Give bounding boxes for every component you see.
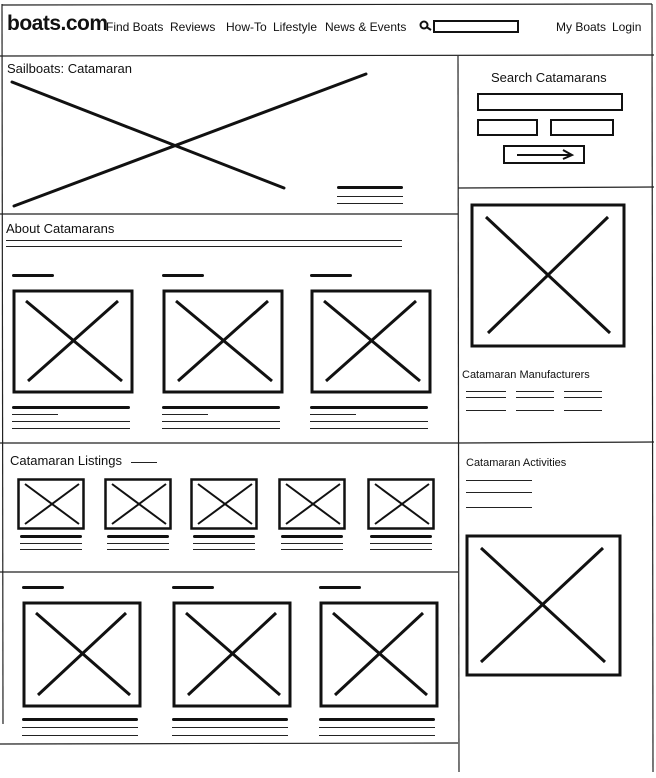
about-card-caption-line bbox=[310, 414, 356, 415]
feature-card-caption-line bbox=[22, 727, 138, 728]
about-title: About Catamarans bbox=[6, 221, 115, 236]
feature-card-caption-line bbox=[319, 735, 435, 736]
listing-thumb-placeholder[interactable] bbox=[104, 478, 172, 530]
listing-caption-line bbox=[281, 549, 343, 550]
listing-caption-line bbox=[20, 549, 82, 550]
feature-card-title-bar bbox=[172, 586, 214, 589]
about-card-caption-line bbox=[310, 428, 428, 429]
manufacturer-link[interactable] bbox=[466, 397, 506, 398]
about-card-caption-bar bbox=[12, 406, 130, 409]
about-card-caption-bar bbox=[310, 406, 428, 409]
activities-text-line bbox=[466, 480, 532, 481]
about-card-caption-line bbox=[12, 428, 130, 429]
manufacturer-link[interactable] bbox=[564, 397, 602, 398]
search-input[interactable] bbox=[433, 20, 519, 33]
activities-image-placeholder[interactable] bbox=[465, 534, 622, 677]
feature-card-caption-line bbox=[172, 735, 288, 736]
manufacturer-link[interactable] bbox=[564, 391, 602, 392]
listing-thumb-placeholder[interactable] bbox=[278, 478, 346, 530]
site-logo[interactable]: boats.com bbox=[7, 12, 108, 35]
about-card-title-bar bbox=[12, 274, 54, 277]
hero-caption-line bbox=[337, 203, 403, 204]
listing-caption-line bbox=[193, 549, 255, 550]
about-card-caption-line bbox=[12, 414, 58, 415]
listing-caption-line bbox=[107, 543, 169, 544]
manufacturer-link[interactable] bbox=[516, 410, 554, 411]
nav-reviews[interactable]: Reviews bbox=[170, 20, 216, 34]
nav-news-events[interactable]: News & Events bbox=[325, 20, 407, 34]
listing-caption-bar bbox=[281, 535, 343, 538]
manufacturer-link[interactable] bbox=[564, 410, 602, 411]
about-text-line bbox=[6, 246, 402, 247]
nav-how-to[interactable]: How-To bbox=[226, 20, 267, 34]
nav-lifestyle[interactable]: Lifestyle bbox=[273, 20, 318, 34]
hero-image-placeholder[interactable] bbox=[0, 60, 458, 214]
listing-caption-bar bbox=[370, 535, 432, 538]
nav-my-boats[interactable]: My Boats bbox=[556, 20, 607, 34]
activities-title: Catamaran Activities bbox=[466, 457, 567, 469]
search-max-input[interactable] bbox=[550, 119, 614, 136]
feature-card-image-placeholder[interactable] bbox=[319, 601, 439, 708]
hero-caption-line bbox=[337, 196, 403, 197]
feature-card-caption-line bbox=[172, 727, 288, 728]
listing-caption-line bbox=[370, 549, 432, 550]
manufacturers-image-placeholder[interactable] bbox=[470, 203, 626, 348]
listing-thumb-placeholder[interactable] bbox=[367, 478, 435, 530]
about-card-caption-bar bbox=[162, 406, 280, 409]
manufacturer-link[interactable] bbox=[466, 391, 506, 392]
listing-thumb-placeholder[interactable] bbox=[190, 478, 258, 530]
feature-card-title-bar bbox=[319, 586, 361, 589]
search-icon[interactable] bbox=[419, 20, 433, 32]
about-text-line bbox=[6, 240, 402, 241]
manufacturer-link[interactable] bbox=[516, 391, 554, 392]
nav-login[interactable]: Login bbox=[612, 20, 642, 34]
feature-card-caption-bar bbox=[319, 718, 435, 721]
search-keyword-input[interactable] bbox=[477, 93, 623, 111]
manufacturer-link[interactable] bbox=[516, 397, 554, 398]
hero-caption-bar bbox=[337, 186, 403, 189]
hero-title: Sailboats: Catamaran bbox=[7, 61, 133, 76]
about-card-caption-line bbox=[162, 421, 280, 422]
feature-card-caption-line bbox=[22, 735, 138, 736]
search-panel-title: Search Catamarans bbox=[491, 70, 607, 85]
about-card-image-placeholder[interactable] bbox=[310, 289, 432, 394]
listing-caption-line bbox=[20, 543, 82, 544]
nav-find-boats[interactable]: Find Boats bbox=[106, 20, 164, 34]
arrow-right-icon bbox=[517, 149, 575, 160]
listing-caption-bar bbox=[107, 535, 169, 538]
feature-card-image-placeholder[interactable] bbox=[22, 601, 142, 708]
listing-caption-line bbox=[107, 549, 169, 550]
listing-caption-bar bbox=[193, 535, 255, 538]
activities-text-line bbox=[466, 507, 532, 508]
about-card-caption-line bbox=[162, 414, 208, 415]
about-card-caption-line bbox=[162, 428, 280, 429]
activities-text-line bbox=[466, 492, 532, 493]
listing-caption-line bbox=[370, 543, 432, 544]
about-card-caption-line bbox=[310, 421, 428, 422]
search-min-input[interactable] bbox=[477, 119, 538, 136]
listing-caption-line bbox=[281, 543, 343, 544]
about-card-image-placeholder[interactable] bbox=[162, 289, 284, 394]
feature-card-image-placeholder[interactable] bbox=[172, 601, 292, 708]
feature-card-title-bar bbox=[22, 586, 64, 589]
listings-title: Catamaran Listings bbox=[10, 453, 122, 468]
feature-card-caption-line bbox=[319, 727, 435, 728]
about-card-image-placeholder[interactable] bbox=[12, 289, 134, 394]
manufacturer-link[interactable] bbox=[466, 410, 506, 411]
about-card-caption-line bbox=[12, 421, 130, 422]
about-card-title-bar bbox=[310, 274, 352, 277]
listings-title-line bbox=[131, 462, 157, 463]
listing-caption-bar bbox=[20, 535, 82, 538]
listing-thumb-placeholder[interactable] bbox=[17, 478, 85, 530]
feature-card-caption-bar bbox=[22, 718, 138, 721]
about-card-title-bar bbox=[162, 274, 204, 277]
feature-card-caption-bar bbox=[172, 718, 288, 721]
manufacturers-title: Catamaran Manufacturers bbox=[462, 369, 590, 381]
listing-caption-line bbox=[193, 543, 255, 544]
search-submit-button[interactable] bbox=[503, 145, 585, 164]
